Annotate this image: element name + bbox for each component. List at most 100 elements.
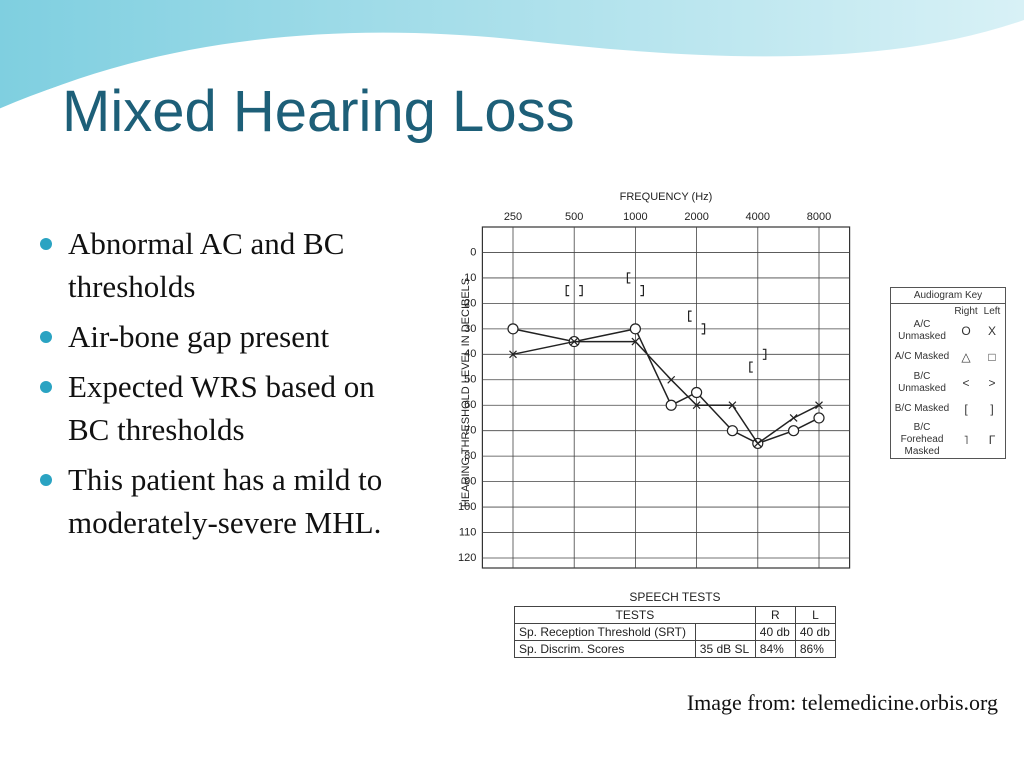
key-row: A/C Masked △ □ bbox=[891, 344, 1005, 370]
point bbox=[640, 285, 644, 297]
key-label: B/C Forehead Masked bbox=[900, 422, 944, 457]
point bbox=[749, 361, 753, 373]
point bbox=[665, 399, 677, 411]
key-label: B/C Masked bbox=[894, 403, 950, 414]
speech-header-cell: R bbox=[754, 606, 796, 624]
y-tick-label: 90 bbox=[464, 476, 476, 488]
key-symbol: △ bbox=[961, 350, 971, 364]
key-symbol: ˥ bbox=[963, 433, 969, 447]
key-row: B/C Masked [] bbox=[891, 396, 1005, 422]
speech-row: Sp. Reception Threshold (SRT) 40 db 40 db bbox=[514, 623, 837, 641]
plot-frame bbox=[481, 226, 851, 569]
y-tick-label: 40 bbox=[464, 348, 476, 360]
y-tick-label: 10 bbox=[464, 272, 476, 284]
header-wave-line bbox=[0, 28, 1024, 112]
y-tick-label: 100 bbox=[458, 501, 476, 513]
speech-cell: Sp. Discrim. Scores bbox=[514, 640, 696, 658]
point bbox=[753, 439, 762, 448]
bullet: Air-bone gap present bbox=[36, 315, 396, 358]
audiogram-key: Audiogram Key Right Left A/C Unmasked O X A/C … bbox=[890, 287, 1006, 459]
key-symbol: X bbox=[987, 324, 996, 338]
point bbox=[509, 350, 517, 359]
speech-cell: 40 db bbox=[754, 623, 796, 641]
point bbox=[728, 401, 737, 410]
y-tick-label: 80 bbox=[464, 450, 476, 462]
key-symbol: Γ bbox=[988, 433, 996, 447]
y-axis-label: HEARING THRESHOLD LEVEL IN DECIBELS bbox=[460, 278, 472, 507]
image-credit: Image from: telemedicine.orbis.org bbox=[686, 690, 998, 715]
x-tick-label: 4000 bbox=[746, 211, 770, 223]
bullet: Abnormal AC and BC thresholds bbox=[36, 222, 396, 308]
point bbox=[813, 412, 825, 424]
point bbox=[565, 285, 570, 297]
y-tick-label: 30 bbox=[464, 323, 476, 335]
speech-cell: Sp. Reception Threshold (SRT) bbox=[514, 623, 696, 641]
y-tick-label: 60 bbox=[464, 399, 476, 411]
bullet-list: Abnormal AC and BC thresholds Air-bone ga… bbox=[36, 222, 396, 551]
bullet: This patient has a mild to moderately-se… bbox=[36, 458, 396, 544]
y-tick-label: 70 bbox=[464, 425, 476, 437]
point bbox=[626, 272, 631, 284]
speech-header: TESTS R L bbox=[514, 606, 837, 624]
key-symbol: < bbox=[962, 376, 970, 390]
y-tick-label: 20 bbox=[464, 297, 476, 309]
speech-header-cell: L bbox=[794, 606, 837, 624]
speech-tests: SPEECH TESTS TESTS R L Sp. Reception Thresho… bbox=[514, 590, 837, 658]
point bbox=[762, 348, 767, 360]
point bbox=[701, 323, 706, 335]
key-label: A/C Unmasked bbox=[898, 319, 946, 342]
speech-cell: 35 dB SL bbox=[694, 640, 756, 658]
key-symbol: O bbox=[961, 324, 971, 338]
x-tick-label: 1000 bbox=[623, 211, 647, 223]
point bbox=[631, 337, 640, 346]
speech-table: TESTS R L Sp. Reception Threshold (SRT) 40 d… bbox=[514, 606, 837, 658]
y-tick-label: 110 bbox=[459, 526, 477, 538]
y-tick-label: 50 bbox=[464, 374, 476, 386]
speech-cell bbox=[694, 623, 756, 641]
point bbox=[570, 337, 579, 346]
key-column: Left bbox=[983, 305, 1001, 317]
y-tick-label: 120 bbox=[458, 552, 476, 564]
speech-cell: 84% bbox=[754, 640, 796, 658]
y-tick-label: 0 bbox=[470, 246, 476, 258]
key-label: B/C Unmasked bbox=[898, 371, 946, 394]
x-tick-label: 8000 bbox=[807, 211, 831, 223]
slide-title: Mixed Hearing Loss bbox=[62, 79, 575, 144]
header-wave bbox=[0, 0, 1024, 110]
key-symbol: □ bbox=[988, 350, 996, 364]
point bbox=[507, 323, 519, 335]
point bbox=[629, 323, 642, 335]
key-column: Right bbox=[954, 305, 978, 317]
x-tick-label: 250 bbox=[504, 211, 522, 223]
key-row: B/C Forehead Masked ˥ Γ bbox=[891, 422, 1005, 458]
point bbox=[579, 285, 583, 297]
key-title: Audiogram Key bbox=[891, 288, 1005, 304]
x-tick-label: 2000 bbox=[684, 211, 708, 223]
point bbox=[688, 310, 692, 322]
point bbox=[690, 386, 703, 399]
speech-header-cell: TESTS bbox=[514, 606, 756, 624]
speech-row: Sp. Discrim. Scores 35 dB SL 84% 86% bbox=[514, 640, 837, 658]
audiogram: 0 10 20 30 40 50 60 70 80 90 100 110 120 250 500 1000 20… bbox=[458, 191, 851, 569]
key-row: A/C Unmasked O X bbox=[891, 318, 1005, 344]
bullet: Expected WRS based on BC thresholds bbox=[36, 365, 396, 451]
key-header: Right Left bbox=[891, 304, 1005, 318]
key-row: B/C Unmasked < > bbox=[891, 370, 1005, 396]
speech-cell: 86% bbox=[794, 640, 837, 658]
key-label: A/C Masked bbox=[894, 351, 950, 362]
key-symbol: ] bbox=[990, 402, 994, 416]
key-symbol: > bbox=[988, 376, 996, 390]
series-line bbox=[512, 327, 820, 445]
speech-tests-title: SPEECH TESTS bbox=[629, 590, 721, 604]
point bbox=[787, 425, 800, 437]
point bbox=[692, 401, 701, 410]
point bbox=[815, 401, 823, 410]
x-tick-label: 500 bbox=[565, 211, 583, 223]
point bbox=[667, 375, 676, 384]
point bbox=[726, 425, 738, 437]
point bbox=[789, 414, 798, 422]
x-axis-label: FREQUENCY (Hz) bbox=[620, 191, 713, 203]
key-symbol: [ bbox=[964, 402, 968, 416]
